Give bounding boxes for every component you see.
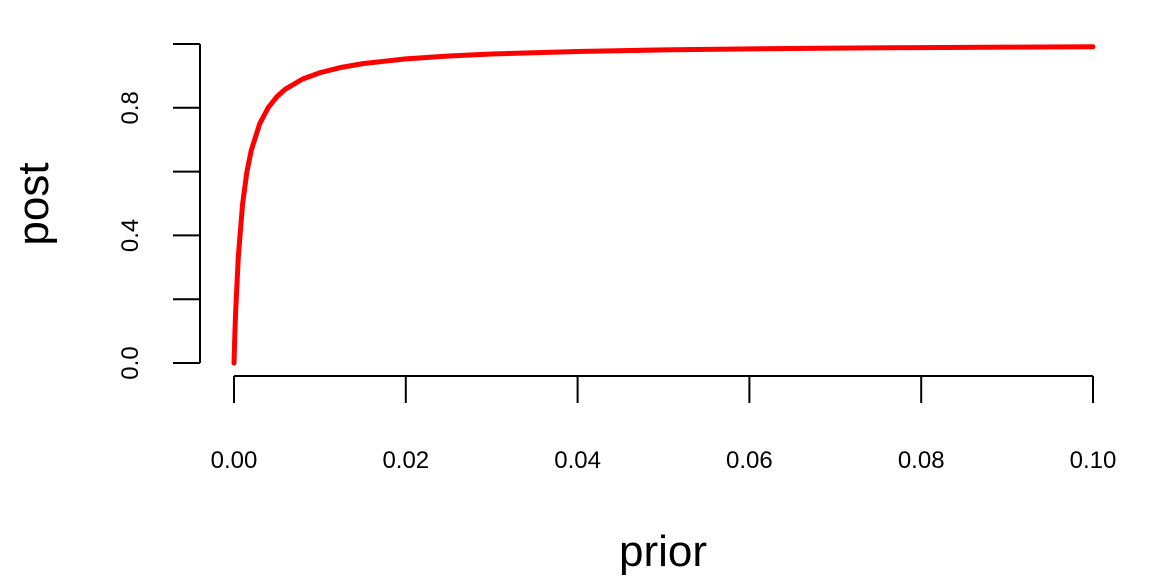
x-axis-title: prior	[619, 527, 707, 576]
x-tick-label: 0.02	[382, 447, 429, 474]
y-axis-title: post	[9, 162, 58, 245]
x-tick-label: 0.04	[554, 447, 601, 474]
x-tick-label: 0.10	[1070, 447, 1117, 474]
plot-area	[231, 44, 1096, 366]
x-axis: 0.00 0.02 0.04 0.06 0.08 0.10	[211, 375, 1117, 474]
y-tick-label: 0.8	[117, 91, 144, 124]
x-tick-label: 0.06	[726, 447, 773, 474]
y-tick-label: 0.0	[117, 346, 144, 379]
series-line	[231, 44, 1096, 366]
y-axis: 0.0 0.4 0.8	[117, 43, 201, 380]
x-tick-label: 0.00	[211, 447, 258, 474]
y-tick-label: 0.4	[117, 219, 144, 252]
x-tick-label: 0.08	[898, 447, 945, 474]
